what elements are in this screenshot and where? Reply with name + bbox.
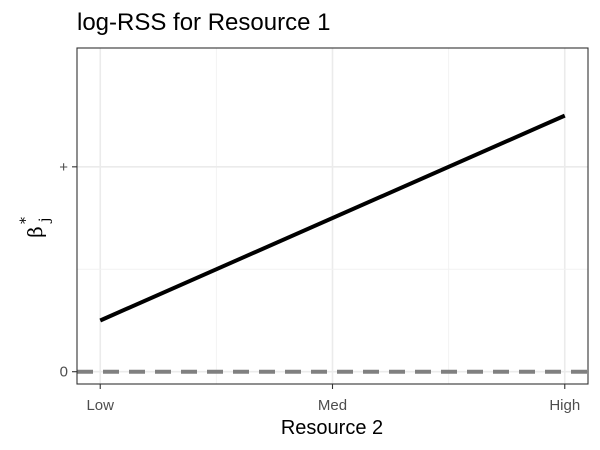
x-tick-label-low: Low: [86, 397, 114, 414]
y-axis-title: β * j: [18, 217, 53, 238]
y-axis-title-superscript: *: [18, 217, 34, 224]
y-axis-title-symbol: β: [23, 226, 47, 238]
y-tick-label: 0: [60, 364, 68, 381]
y-axis-title-subscript: j: [37, 218, 53, 224]
axis-ticks: Low Med High 0 +: [59, 159, 580, 414]
x-axis-title: Resource 2: [281, 417, 383, 439]
y-tick-label: +: [59, 159, 68, 176]
x-tick-label-high: High: [549, 397, 580, 414]
series-line-0: [99, 113, 566, 323]
chart-title: log-RSS for Resource 1: [77, 9, 330, 36]
x-tick-label-med: Med: [318, 397, 347, 414]
data-layer: [77, 113, 588, 374]
